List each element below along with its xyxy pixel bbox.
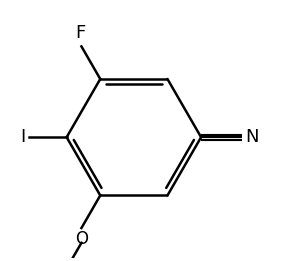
Text: O: O (75, 230, 88, 248)
Text: I: I (20, 128, 26, 146)
Text: N: N (246, 128, 259, 146)
Text: F: F (75, 24, 85, 42)
